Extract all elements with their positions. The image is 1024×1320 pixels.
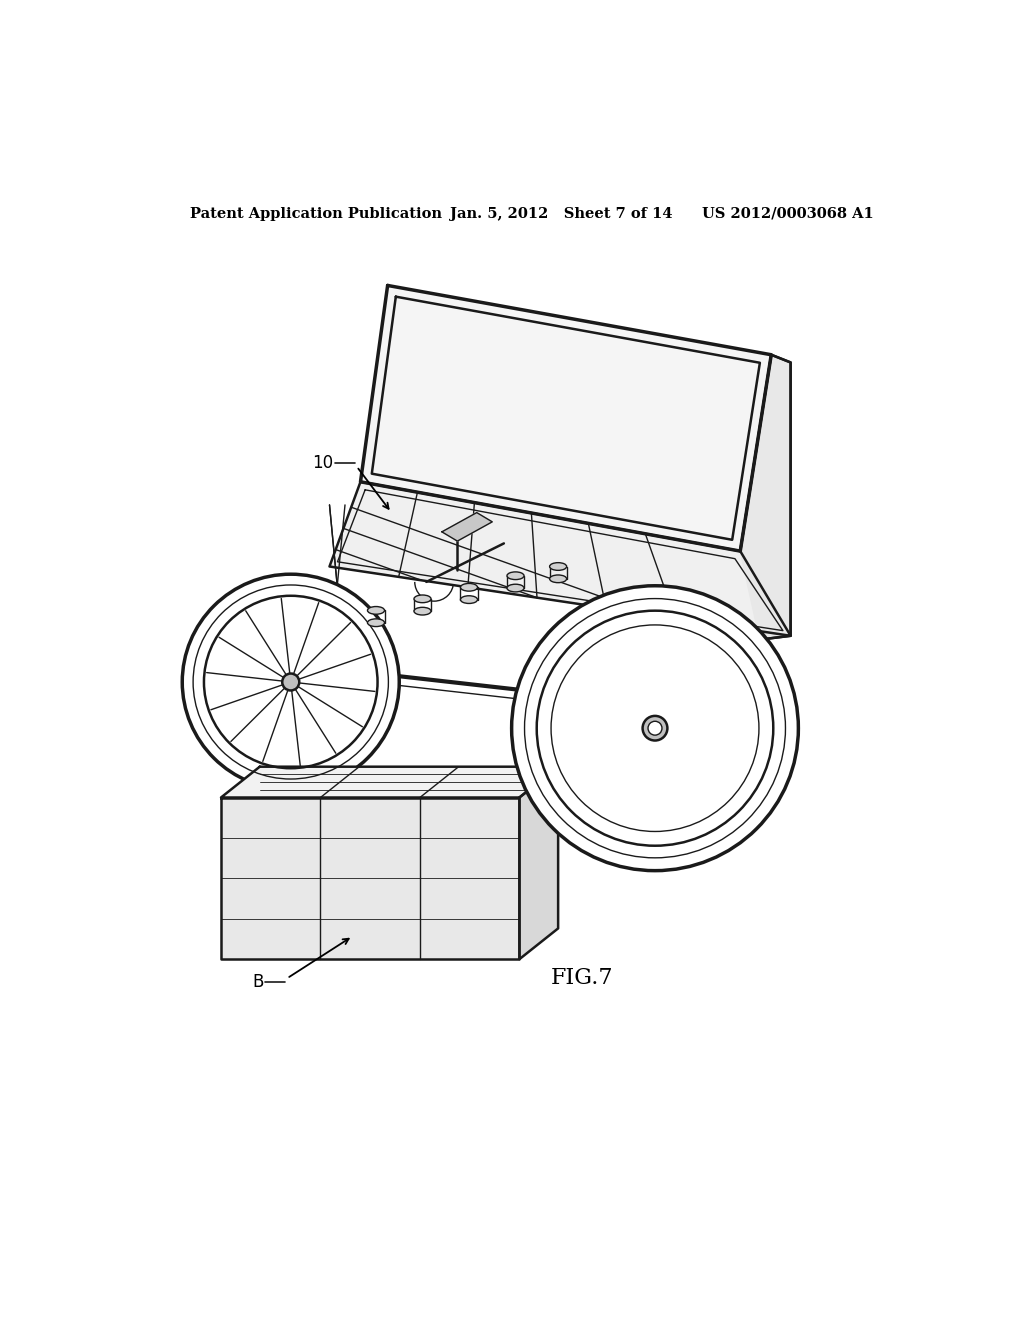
Text: 10: 10 (312, 454, 334, 471)
Ellipse shape (368, 619, 385, 627)
Polygon shape (360, 285, 771, 552)
Ellipse shape (414, 595, 431, 603)
Ellipse shape (507, 572, 524, 579)
Ellipse shape (461, 583, 477, 591)
Ellipse shape (550, 562, 566, 570)
Polygon shape (330, 482, 791, 636)
Ellipse shape (283, 673, 299, 690)
Ellipse shape (368, 607, 385, 614)
Ellipse shape (461, 595, 477, 603)
Polygon shape (519, 767, 558, 960)
Text: US 2012/0003068 A1: US 2012/0003068 A1 (701, 207, 873, 220)
Text: Jan. 5, 2012   Sheet 7 of 14: Jan. 5, 2012 Sheet 7 of 14 (450, 207, 672, 220)
Polygon shape (221, 797, 519, 960)
Ellipse shape (507, 585, 524, 591)
Polygon shape (740, 355, 791, 640)
Ellipse shape (182, 574, 399, 789)
Ellipse shape (414, 607, 431, 615)
Ellipse shape (643, 715, 668, 741)
Text: Patent Application Publication: Patent Application Publication (190, 207, 442, 220)
Ellipse shape (550, 576, 566, 582)
Ellipse shape (648, 721, 662, 735)
Text: FIG.7: FIG.7 (550, 968, 613, 990)
Ellipse shape (512, 586, 799, 871)
Text: B: B (252, 973, 263, 991)
Polygon shape (442, 512, 493, 541)
Polygon shape (221, 767, 558, 797)
